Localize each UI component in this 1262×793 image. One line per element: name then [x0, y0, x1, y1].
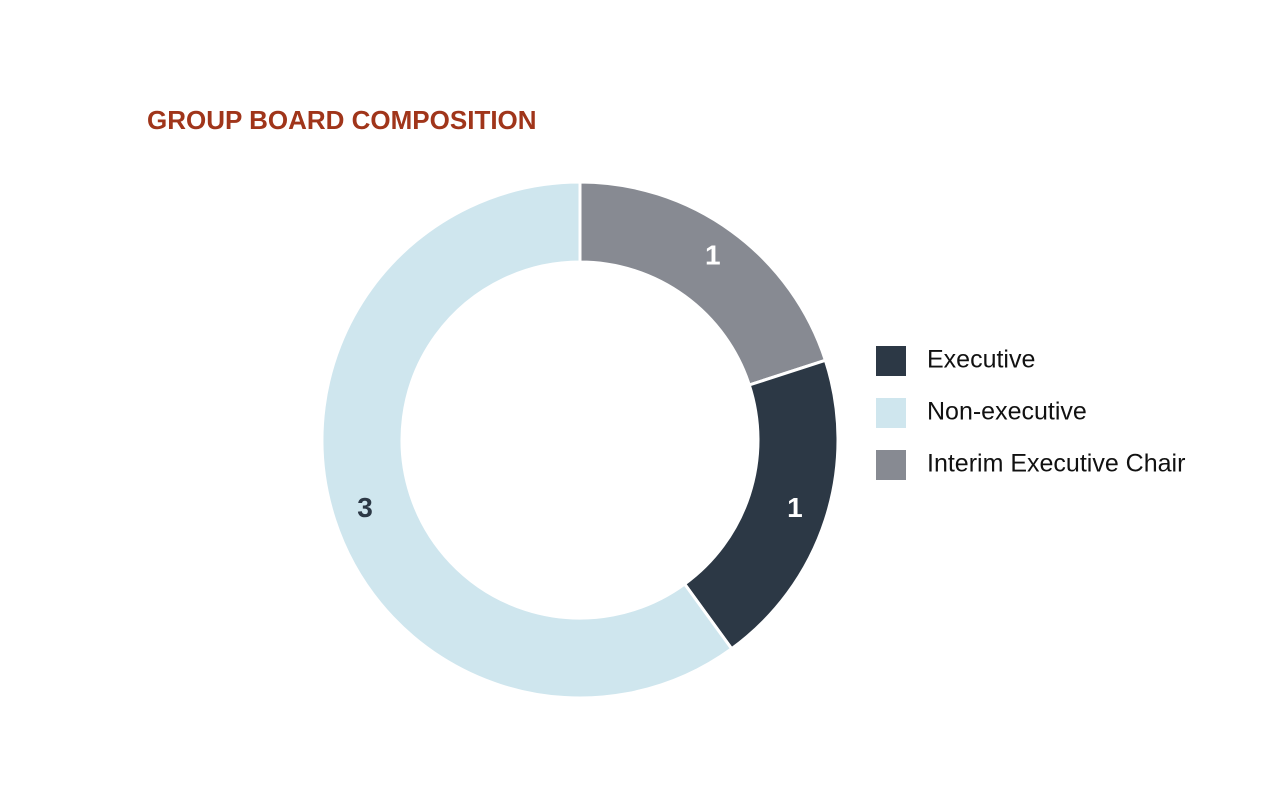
slice-label: 1 — [705, 240, 721, 271]
donut-slice — [578, 180, 828, 387]
donut-slice — [682, 358, 840, 651]
legend-swatch — [876, 450, 906, 480]
chart-title: GROUP BOARD COMPOSITION — [147, 105, 537, 135]
legend-swatch — [876, 398, 906, 428]
slice-label: 3 — [357, 492, 373, 523]
legend-label: Executive — [927, 346, 1035, 374]
donut-slice — [320, 180, 734, 700]
slice-label: 1 — [787, 492, 803, 523]
legend-label: Interim Executive Chair — [927, 450, 1185, 478]
legend-swatch — [876, 346, 906, 376]
legend-label: Non-executive — [927, 398, 1087, 426]
